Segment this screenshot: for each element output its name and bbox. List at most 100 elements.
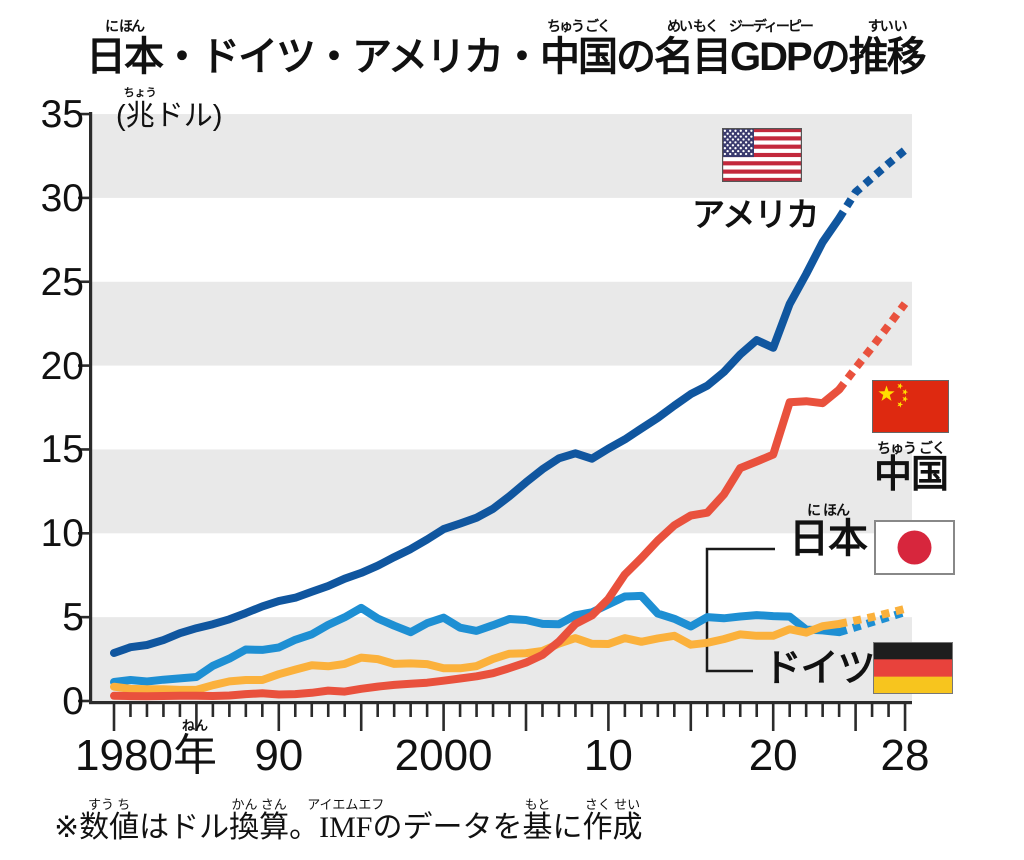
x-axis-tick — [442, 703, 445, 731]
x-axis-tick-label: 20 — [749, 734, 798, 778]
y-axis-tick-label: 25 — [40, 260, 84, 304]
x-axis-tick — [326, 703, 330, 717]
text-segment: 10 — [583, 731, 633, 780]
usa-line — [110, 214, 844, 657]
text-segment: はドル — [139, 811, 230, 844]
x-axis-tick — [376, 703, 379, 717]
text-segment: 日本に ほん — [789, 502, 868, 561]
text-segment: 1980 — [75, 731, 173, 780]
legend-label-usa: アメリカ — [692, 196, 819, 233]
text-segment: ・ — [162, 35, 202, 79]
text-segment: ドイツ — [200, 35, 316, 79]
text-segment: 2000 — [394, 731, 493, 780]
china-line — [110, 385, 844, 701]
x-axis-tick — [195, 703, 198, 731]
x-axis-tick — [524, 703, 528, 731]
text-segment: ドイツ — [763, 648, 875, 690]
y-axis-tick — [78, 615, 92, 619]
x-axis-tick — [129, 703, 132, 717]
furigana: に ほん — [105, 18, 145, 34]
text-segment: 年ねん — [172, 718, 217, 780]
y-axis-tick — [78, 699, 92, 703]
furigana: すう ち — [88, 797, 131, 812]
text-segment: 。 — [289, 811, 320, 844]
x-axis-tick — [755, 703, 759, 717]
text-segment: 作成 さく せい — [582, 797, 643, 844]
x-axis-tick — [887, 703, 890, 717]
y-axis-tick — [78, 448, 92, 451]
x-axis-tick — [211, 703, 215, 717]
china-flag-icon — [872, 380, 949, 438]
furigana: ちゅう ごく — [877, 440, 946, 456]
text-segment: ドル) — [154, 100, 223, 132]
y-axis-tick-label: 0 — [62, 680, 84, 723]
text-segment: 日本に ほん — [86, 18, 164, 79]
furigana: に ほん — [807, 502, 850, 518]
y-axis-tick — [78, 112, 92, 116]
germany-line-projection — [838, 604, 906, 628]
japan-line-projection — [837, 608, 907, 637]
furigana: さく せい — [584, 797, 641, 812]
x-axis-tick — [607, 703, 610, 731]
x-axis-tick — [804, 703, 808, 717]
furigana: ちょう — [123, 87, 157, 99]
furigana: ジーディーピー — [728, 18, 814, 34]
text-segment: 数値 すう ち — [79, 797, 140, 844]
text-segment: 換算 かん さん — [229, 797, 290, 844]
legend-label-japan: 日本に ほん — [780, 502, 876, 561]
legend-label-china: 中国 ちゅう ごく — [870, 441, 952, 496]
y-axis-unit-label: (兆 ちょう ドル) — [116, 88, 223, 132]
text-segment: のデータを — [372, 811, 523, 844]
text-segment: 基もと — [522, 797, 553, 844]
x-axis-tick — [475, 703, 478, 717]
x-axis-tick — [178, 703, 182, 717]
text-segment: 中国 ちゅう ごく — [540, 18, 618, 79]
text-segment: ・ — [502, 35, 542, 79]
furigana: もと — [524, 797, 551, 812]
x-axis-tick-label: 28 — [881, 734, 930, 778]
text-segment: 28 — [880, 731, 930, 780]
y-axis-tick-label: 15 — [40, 428, 84, 472]
text-segment: アメリカ — [692, 196, 819, 233]
text-segment: の — [616, 35, 656, 79]
text-segment: ・ — [314, 35, 354, 79]
y-axis-tick-label: 30 — [40, 176, 84, 220]
x-axis-tick — [162, 703, 165, 717]
x-axis-tick — [788, 703, 791, 717]
y-axis-tick — [78, 196, 92, 200]
page-title: 日本に ほん ・ドイツ・アメリカ・中国 ちゅう ごく の名目 めい もく GDP ジーディー… — [86, 18, 927, 79]
x-axis-tick — [228, 703, 231, 717]
germany-flag-icon — [873, 642, 953, 699]
x-axis-tick — [491, 703, 495, 717]
japan-line — [110, 591, 844, 686]
x-axis-tick — [722, 703, 726, 717]
x-axis-tick — [343, 703, 347, 717]
x-axis-tick — [392, 703, 396, 717]
x-axis-line — [89, 701, 912, 705]
furigana: ねん — [181, 718, 208, 733]
x-axis-tick — [738, 703, 742, 717]
x-axis-tick — [574, 703, 577, 717]
text-segment: IMF アイエムエフ — [307, 797, 385, 844]
japan-flag-icon — [874, 520, 955, 580]
x-axis-tick — [656, 703, 660, 717]
x-axis-tick — [277, 703, 281, 731]
y-axis-tick-label: 20 — [40, 344, 84, 388]
text-segment: 推移 すい い — [848, 18, 927, 79]
x-axis-tick — [557, 703, 561, 717]
text-segment: ( — [116, 100, 126, 132]
text-segment: GDP ジーディーピー — [728, 18, 814, 79]
germany-line — [110, 619, 844, 694]
x-axis-tick — [541, 703, 544, 717]
japan-germany-callout-line — [705, 547, 775, 673]
x-axis-tick — [623, 703, 627, 717]
x-axis-tick-label: 90 — [254, 734, 303, 778]
x-axis-tick — [705, 703, 709, 717]
x-axis-tick — [870, 703, 874, 717]
text-segment: に — [552, 811, 583, 844]
x-axis-tick-label: 1980年 ねん — [75, 718, 217, 780]
furigana: かん さん — [231, 797, 287, 812]
x-axis-tick — [244, 703, 248, 717]
y-axis-tick-label: 10 — [40, 512, 84, 556]
x-axis-tick — [458, 703, 462, 717]
